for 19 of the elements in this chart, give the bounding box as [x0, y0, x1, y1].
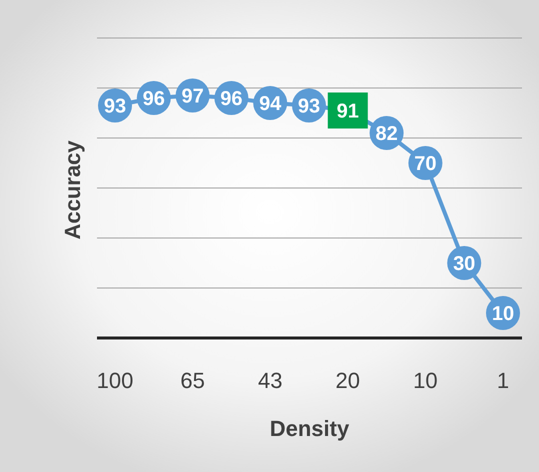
data-label: 30	[453, 253, 476, 275]
x-tick-label: 100	[96, 368, 134, 393]
data-label: 93	[104, 96, 126, 118]
x-tick-label: 65	[180, 368, 205, 393]
y-axis-title: Accuracy	[60, 140, 85, 240]
x-tick-label: 1	[496, 368, 510, 393]
x-tick-label: 20	[336, 368, 360, 393]
data-label: 10	[492, 303, 514, 325]
data-label: 93	[298, 96, 320, 118]
x-axis-title: Density	[270, 416, 350, 441]
data-label: 70	[414, 153, 437, 175]
x-tick-label: 43	[258, 368, 282, 393]
data-label: 94	[259, 93, 282, 115]
data-label: 82	[375, 123, 398, 145]
data-label: 97	[181, 86, 204, 108]
data-label: 91	[336, 100, 359, 122]
data-label: 96	[220, 88, 243, 110]
data-label: 96	[142, 88, 165, 110]
x-tick-label: 10	[413, 368, 438, 393]
